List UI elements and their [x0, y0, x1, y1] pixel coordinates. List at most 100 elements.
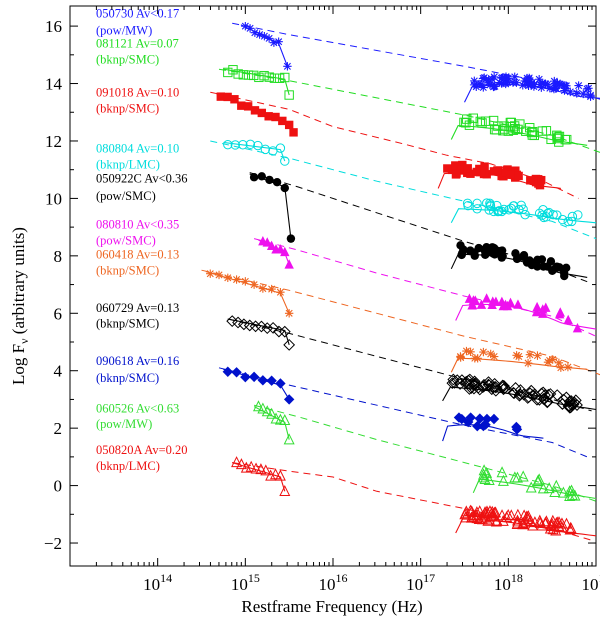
xray-point — [501, 72, 511, 81]
xray-point — [481, 413, 493, 425]
optical-point — [266, 375, 277, 386]
xray-point — [541, 302, 551, 312]
optical-point — [235, 458, 247, 470]
optical-point — [238, 140, 248, 150]
optical-point — [255, 30, 264, 39]
y-tick-label: 0 — [54, 477, 63, 496]
xray-point — [487, 381, 500, 394]
xray-point — [460, 505, 472, 517]
y-tick-label: −2 — [44, 534, 62, 553]
xray-point — [475, 116, 485, 127]
xray-point — [522, 258, 532, 267]
xray-point — [498, 380, 510, 392]
xray-point — [497, 79, 506, 88]
xray-point — [572, 89, 581, 98]
xray-point — [492, 200, 502, 211]
series-050730: 050730 Av<0.17 (pow/MW) — [96, 6, 600, 103]
optical-point — [230, 95, 239, 104]
optical-point — [230, 140, 241, 150]
xray-point — [537, 83, 546, 92]
xray-point — [545, 356, 554, 365]
optical-point — [274, 73, 285, 83]
optical-point — [206, 269, 215, 278]
xray-point — [556, 363, 566, 372]
xray-point — [511, 249, 520, 258]
series-label: 081121 Av=0.07 — [96, 37, 179, 51]
series-label-model: (bknp/SMC) — [96, 52, 159, 66]
xray-point — [519, 251, 529, 260]
xray-point — [512, 508, 524, 520]
xray-point — [557, 486, 569, 498]
xray-point — [555, 307, 565, 317]
optical-point — [269, 73, 280, 83]
xray-point — [472, 82, 481, 91]
series-060526: 060526 Av<0.63 (pow/MW) — [96, 400, 600, 504]
xray-point — [495, 78, 504, 87]
xray-point — [527, 78, 537, 87]
optical-point — [245, 139, 256, 150]
optical-point — [257, 172, 266, 181]
xray-point — [479, 506, 491, 518]
x-tick-label: 1015 — [231, 571, 260, 594]
xray-point — [548, 210, 558, 220]
y-tick-label: 14 — [45, 75, 63, 94]
xray-point — [502, 168, 511, 177]
xray-point — [511, 424, 523, 435]
xray-point — [579, 89, 588, 99]
series-label: 080810 Av<0.35 — [96, 218, 179, 232]
xray-point — [557, 80, 566, 89]
optical-point — [279, 485, 291, 497]
xray-point — [514, 204, 524, 215]
series-label-model: (bknp/SMC) — [96, 101, 159, 115]
series-090618: 090618 Av=0.16 (bknp/SMC) — [96, 354, 588, 458]
xray-point — [553, 78, 562, 88]
xray-point — [537, 386, 550, 399]
optical-point — [232, 275, 241, 284]
series-label: 050922C Av<0.36 — [96, 172, 188, 186]
xray-point — [565, 395, 578, 407]
xray-point — [572, 323, 583, 333]
series-label-model: (bknp/SMC) — [96, 317, 159, 331]
optical-point — [240, 371, 251, 383]
xray-point — [476, 80, 486, 89]
optical-point — [271, 112, 280, 122]
xray-point — [514, 171, 523, 181]
xray-point — [532, 474, 544, 486]
model-line — [210, 140, 597, 240]
xray-point — [499, 204, 509, 215]
xray-point — [489, 352, 499, 361]
xray-point — [528, 388, 541, 401]
xray-point — [472, 167, 481, 177]
optical-point — [265, 175, 274, 185]
xray-point — [526, 176, 535, 185]
xray-point — [489, 384, 502, 397]
xray-point — [554, 358, 564, 368]
xray-point — [529, 516, 541, 528]
optical-point — [214, 270, 224, 280]
x-tick-label: 1016 — [319, 571, 348, 594]
optical-point — [269, 38, 279, 47]
xray-point — [481, 250, 490, 260]
optical-point — [274, 469, 286, 481]
xray-point — [471, 512, 483, 524]
xray-point — [569, 394, 582, 407]
xray-point — [550, 76, 559, 86]
xray-point — [537, 210, 547, 220]
xray-point — [541, 395, 554, 408]
xray-point — [489, 167, 499, 176]
xray-point — [537, 175, 546, 185]
optical-point — [267, 321, 280, 334]
optical-point — [223, 139, 233, 150]
xray-point — [506, 203, 516, 214]
xray-point — [546, 257, 556, 266]
series-080804: 080804 Av=0.10 (bknp/LMC) — [96, 139, 597, 240]
x-tick-label: 1017 — [406, 571, 435, 594]
xray-point — [538, 204, 548, 215]
optical-point — [264, 72, 274, 82]
xray-point — [513, 299, 523, 309]
xray-point — [564, 401, 577, 414]
xray-point — [521, 126, 531, 136]
xray-point — [479, 472, 491, 485]
y-tick-label: 2 — [54, 419, 63, 438]
